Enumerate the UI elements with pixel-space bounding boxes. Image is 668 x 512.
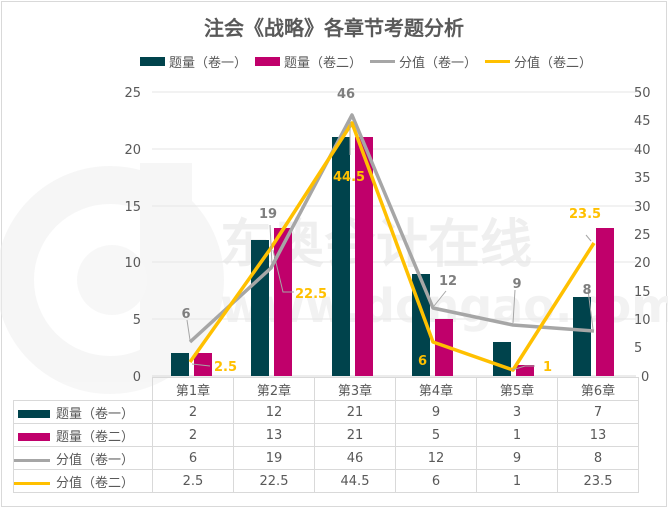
table-row: 分值（卷一） 6 19 46 12 9 8 <box>13 446 639 470</box>
svg-text:15: 15 <box>634 285 651 300</box>
legend: 题量（卷一） 题量（卷二） 分值（卷一） 分值（卷二） <box>140 52 600 71</box>
table-row: 分值（卷二） 2.5 22.5 44.5 6 1 23.5 <box>13 469 639 493</box>
svg-text:5: 5 <box>133 313 141 328</box>
svg-text:1: 1 <box>543 360 552 375</box>
svg-text:30: 30 <box>634 200 651 215</box>
svg-text:35: 35 <box>634 171 651 186</box>
svg-text:25: 25 <box>124 86 141 101</box>
legend-item-series-1: 题量（卷一） <box>140 52 247 71</box>
data-table: 第1章 第2章 第3章 第4章 第5章 第6章 题量（卷一） 2 12 21 9… <box>13 377 639 493</box>
line-series-gray <box>188 113 595 344</box>
svg-text:44.5: 44.5 <box>333 170 365 185</box>
table-header-cell: 第4章 <box>395 377 477 401</box>
gridlines <box>152 91 636 320</box>
left-axis: 25 20 15 10 5 0 <box>124 86 141 385</box>
table-header-cell: 第1章 <box>152 377 234 401</box>
svg-text:6: 6 <box>181 307 190 322</box>
leader-lines <box>186 118 594 371</box>
svg-text:2.5: 2.5 <box>214 360 237 375</box>
svg-text:5: 5 <box>634 341 642 356</box>
legend-swatch-icon <box>18 410 50 418</box>
gold-data-labels: 2.5 22.5 44.5 6 1 23.5 <box>214 170 601 375</box>
svg-text:9: 9 <box>512 277 521 292</box>
right-axis: 50 45 40 35 30 25 20 15 10 5 0 <box>634 86 651 385</box>
bars-series-2 <box>194 137 614 376</box>
svg-text:15: 15 <box>124 200 141 215</box>
svg-text:45: 45 <box>634 114 651 129</box>
svg-text:20: 20 <box>124 143 141 158</box>
line-series-gold <box>188 121 596 372</box>
legend-line-icon <box>485 59 511 63</box>
legend-line-icon <box>14 458 50 462</box>
chart-title: 注会《战略》各章节考题分析 <box>204 16 464 40</box>
table-row: 题量（卷一） 2 12 21 9 3 7 <box>13 400 639 424</box>
legend-swatch-icon <box>18 433 50 441</box>
table-row: 题量（卷二） 2 13 21 5 1 13 <box>13 423 639 447</box>
svg-text:6: 6 <box>418 354 427 369</box>
table-header-cell: 第2章 <box>233 377 315 401</box>
legend-item-series-2: 题量（卷二） <box>255 52 362 71</box>
svg-text:19: 19 <box>259 207 277 222</box>
gray-data-labels: 6 19 46 12 9 8 <box>181 87 591 322</box>
svg-text:12: 12 <box>439 274 457 289</box>
legend-swatch-icon <box>255 56 281 66</box>
table-header-cell: 第6章 <box>557 377 639 401</box>
legend-item-series-4: 分值（卷二） <box>485 52 592 71</box>
svg-text:40: 40 <box>634 143 651 158</box>
svg-text:10: 10 <box>124 256 141 271</box>
watermark-logo-icon <box>0 163 224 394</box>
svg-text:10: 10 <box>634 313 651 328</box>
svg-text:50: 50 <box>634 86 651 101</box>
svg-text:25: 25 <box>634 228 651 243</box>
legend-line-icon <box>370 59 396 63</box>
legend-item-series-3: 分值（卷一） <box>370 52 477 71</box>
svg-text:8: 8 <box>582 283 591 298</box>
table-header-row: 第1章 第2章 第3章 第4章 第5章 第6章 <box>14 377 639 401</box>
svg-text:46: 46 <box>337 87 355 102</box>
svg-text:22.5: 22.5 <box>295 287 327 302</box>
table-header-cell: 第5章 <box>476 377 558 401</box>
legend-swatch-icon <box>140 56 165 66</box>
svg-text:23.5: 23.5 <box>569 207 601 222</box>
table-header-cell: 第3章 <box>314 377 396 401</box>
svg-text:0: 0 <box>133 370 141 385</box>
svg-text:20: 20 <box>634 256 651 271</box>
legend-line-icon <box>14 481 50 485</box>
svg-text:0: 0 <box>641 370 649 385</box>
